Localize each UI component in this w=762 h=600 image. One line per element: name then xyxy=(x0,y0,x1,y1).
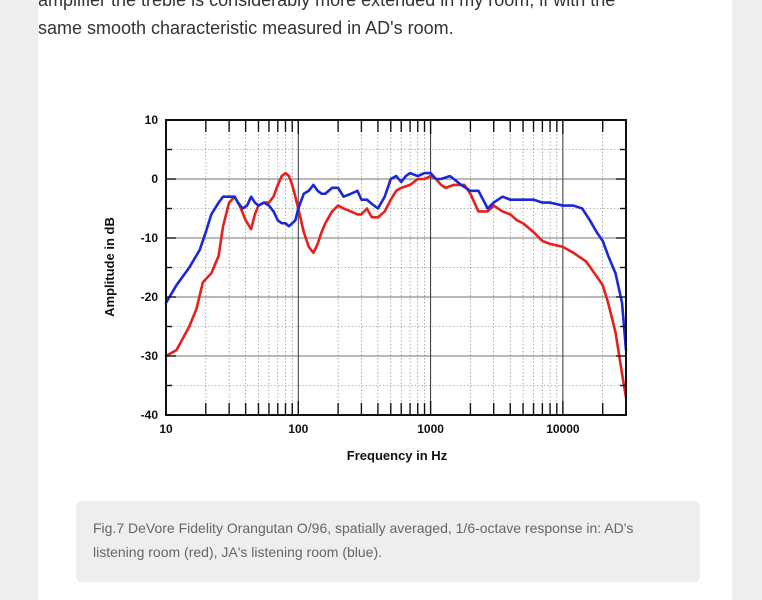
y-tick-label: -10 xyxy=(141,231,159,245)
y-tick-label: -40 xyxy=(141,408,159,422)
y-tick-label: 10 xyxy=(145,113,159,127)
article-paragraph: amplifier the treble is considerably mor… xyxy=(38,0,678,42)
frequency-response-figure: 10 0 -10 -20 -30 -40 10 100 1000 10000 Frequency … xyxy=(100,105,640,475)
figure-caption: Fig.7 DeVore Fidelity Orangutan O/96, sp… xyxy=(93,520,634,560)
grid xyxy=(165,119,627,416)
x-tick-label: 10000 xyxy=(546,422,580,436)
y-tick-label: -30 xyxy=(141,349,159,363)
series-line-ja-room xyxy=(164,171,628,352)
series-line-ad-room xyxy=(164,171,628,399)
article-line-1: amplifier the treble is considerably mor… xyxy=(38,0,616,10)
article-line-2: same smooth characteristic measured in A… xyxy=(38,18,454,38)
article-page xyxy=(38,0,732,600)
x-tick-label: 100 xyxy=(288,422,308,436)
y-axis-title: Amplitude in dB xyxy=(102,217,117,317)
y-tick-label: -20 xyxy=(141,290,159,304)
figure-caption-box: Fig.7 DeVore Fidelity Orangutan O/96, sp… xyxy=(76,501,700,582)
x-tick-label: 10 xyxy=(159,422,173,436)
x-tick-label: 1000 xyxy=(417,422,444,436)
y-tick-label: 0 xyxy=(151,172,158,186)
series-layer xyxy=(164,171,628,399)
x-axis-title: Frequency in Hz xyxy=(347,448,448,463)
